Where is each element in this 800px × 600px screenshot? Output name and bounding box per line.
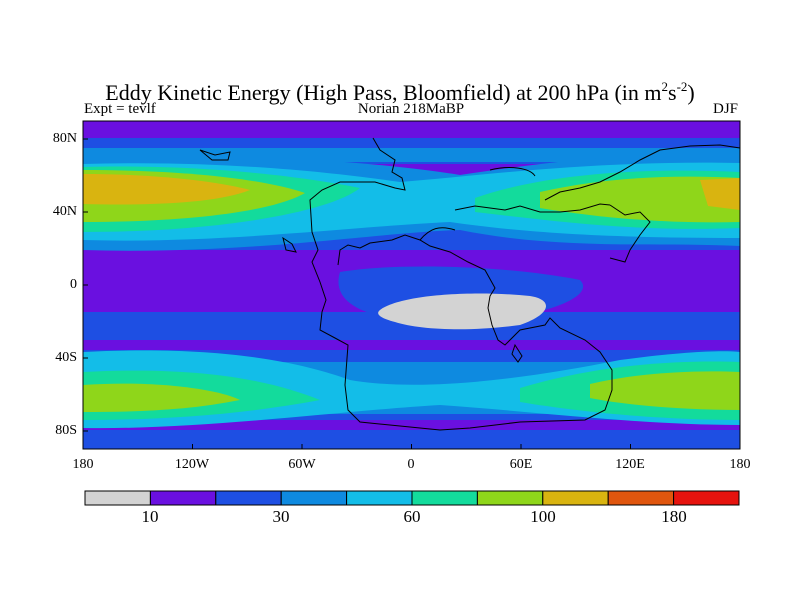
season-label: DJF	[712, 101, 738, 117]
colorbar-label-180: 180	[661, 507, 687, 526]
lon-label-120w: 120W	[174, 457, 210, 472]
coastlines	[199, 137, 741, 431]
lat-label-40n: 40N	[52, 204, 77, 219]
experiment-label: Expt = tevlf	[84, 101, 156, 117]
colorbar-label-10: 10	[141, 507, 159, 526]
lat-label-40s: 40S	[55, 350, 77, 365]
lon-label-180w: 180	[72, 457, 94, 472]
lon-label-60e: 60E	[509, 457, 533, 472]
lon-label-180e: 180	[729, 457, 751, 472]
lon-label-120e: 120E	[615, 457, 645, 472]
ke-field	[83, 121, 740, 449]
lon-label-60w: 60W	[288, 457, 316, 472]
colorbar-label-60: 60	[403, 507, 421, 526]
lat-label-0: 0	[70, 277, 77, 292]
lat-label-80n: 80N	[52, 131, 77, 146]
colorbar-label-100: 100	[530, 507, 556, 526]
axis-ticks	[82, 138, 741, 449]
colorbar	[84, 490, 740, 506]
lon-label-0: 0	[407, 457, 415, 472]
colorbar-label-30: 30	[272, 507, 290, 526]
period-label: Norian 218MaBP	[357, 101, 465, 117]
lat-label-80s: 80S	[55, 423, 77, 438]
map-title: Eddy Kinetic Energy (High Pass, Bloomfie…	[105, 79, 695, 105]
